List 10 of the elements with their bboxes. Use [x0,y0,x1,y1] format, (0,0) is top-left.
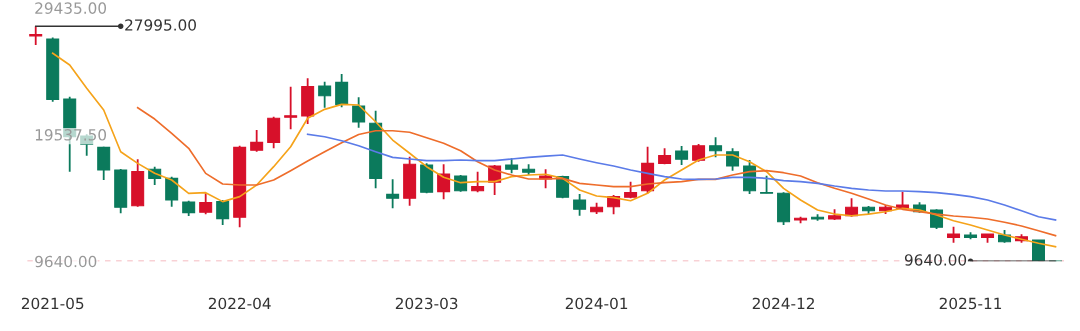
y-tick-label: 9640.00 [35,255,97,268]
ref-line-label: 9640.00 [904,254,967,266]
ref-line-label: 27995.00 [125,19,196,31]
x-tick-label: 2021-05 [21,297,84,310]
y-tick-label: 29435.00 [35,2,107,14]
x-tick-label: 2022-04 [208,297,271,310]
x-tick-label: 2023-03 [395,297,458,310]
x-tick-label: 2024-12 [752,297,814,310]
x-tick-label: 2024-01 [565,297,628,310]
x-tick-label: 2025-11 [939,297,1002,310]
